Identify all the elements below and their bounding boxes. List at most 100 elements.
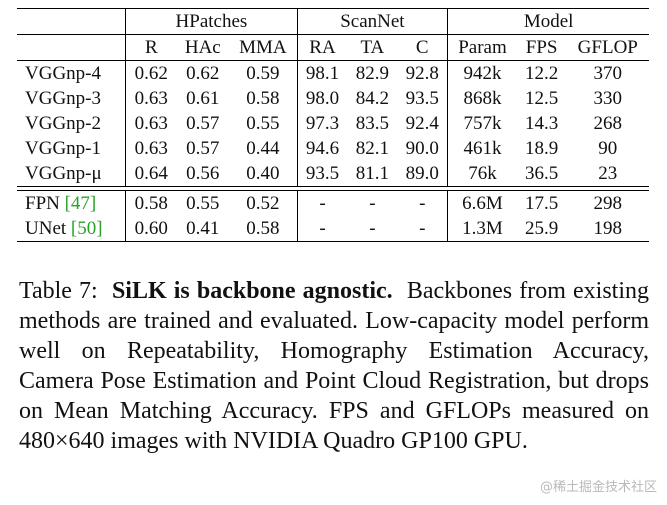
group-model: Model	[447, 8, 649, 35]
row-label: VGGnp-μ	[17, 161, 126, 187]
cell-mma: 0.59	[246, 63, 280, 84]
cell-fps: 25.9	[516, 216, 567, 242]
table-row: VGGnp-4 0.62 0.62 0.59 98.1 82.9 92.8 94…	[17, 60, 649, 86]
citation-link[interactable]: [50]	[70, 218, 103, 239]
cell-fps: 12.5	[524, 88, 559, 109]
cell-ta: 81.1	[347, 161, 398, 187]
cell-ra: 98.0	[296, 86, 348, 111]
caption-label: Table 7:	[19, 278, 98, 304]
cell-mma: 0.52	[229, 190, 297, 216]
cell-mma: 0.58	[246, 88, 280, 109]
column-header-row: R HAc MMA RA TA C Param FPS GFLOP	[17, 34, 649, 61]
results-table: HPatches ScanNet Model R HAc MMA RA TA C…	[17, 8, 649, 242]
col-param: Param	[447, 34, 517, 61]
cell-fps: 14.3	[524, 113, 559, 134]
caption-text: Backbones from existing methods are trai…	[19, 278, 649, 454]
cell-param: 868k	[447, 86, 517, 111]
cell-c: 92.4	[405, 113, 439, 134]
cell-param: 76k	[447, 161, 517, 187]
row-label: UNet [50]	[17, 216, 126, 242]
cell-hac: 0.57	[186, 138, 220, 159]
table-row: UNet [50] 0.60 0.41 0.58 - - - 1.3M 25.9…	[17, 216, 649, 242]
cell-c: 93.5	[405, 88, 439, 109]
cell-ra: -	[296, 190, 348, 216]
citation-link[interactable]: [47]	[64, 193, 97, 214]
cell-ta: -	[347, 190, 398, 216]
cell-fps: 36.5	[516, 161, 567, 187]
row-label: VGGnp-3	[25, 88, 101, 109]
cell-r: 0.63	[125, 136, 177, 161]
cell-hac: 0.57	[186, 113, 220, 134]
cell-param: 1.3M	[447, 216, 517, 242]
row-label: VGGnp-4	[25, 63, 101, 84]
col-ta: TA	[347, 34, 398, 61]
table-row: FPN [47] 0.58 0.55 0.52 - - - 6.6M 17.5 …	[17, 190, 649, 216]
cell-hac: 0.56	[176, 161, 230, 187]
group-scannet: ScanNet	[296, 8, 448, 35]
cell-param: 461k	[447, 136, 517, 161]
cell-hac: 0.61	[186, 88, 220, 109]
cell-param: 757k	[447, 111, 517, 136]
col-mma: MMA	[229, 34, 297, 61]
cell-c: 90.0	[405, 138, 439, 159]
cell-mma: 0.55	[246, 113, 280, 134]
col-fps: FPS	[516, 34, 567, 61]
cell-ta: 84.2	[355, 88, 389, 109]
empty-header-cell	[17, 8, 126, 35]
col-ra: RA	[296, 34, 348, 61]
group-hpatches: HPatches	[125, 8, 297, 35]
cell-hac: 0.55	[176, 190, 230, 216]
cell-ta: 82.1	[355, 138, 389, 159]
caption-title: SiLK is backbone agnostic.	[111, 278, 393, 304]
cell-ra: 94.6	[296, 136, 348, 161]
cell-r: 0.62	[125, 60, 177, 86]
cell-ra: 97.3	[296, 111, 348, 136]
cell-hac: 0.41	[176, 216, 230, 242]
cell-c: -	[397, 216, 448, 242]
cell-r: 0.63	[125, 111, 177, 136]
col-c: C	[397, 34, 448, 61]
cell-gflop: 90	[598, 138, 618, 159]
cell-ta: -	[347, 216, 398, 242]
cell-ra: 98.1	[296, 60, 348, 86]
col-r: R	[125, 34, 177, 61]
watermark: @稀土掘金技术社区	[539, 480, 657, 495]
cell-c: 92.8	[405, 63, 439, 84]
cell-mma: 0.40	[229, 161, 297, 187]
cell-hac: 0.62	[186, 63, 220, 84]
cell-gflop: 198	[566, 216, 649, 242]
cell-r: 0.60	[125, 216, 177, 242]
cell-gflop: 23	[566, 161, 649, 187]
cell-mma: 0.58	[229, 216, 297, 242]
table-row: VGGnp-μ 0.64 0.56 0.40 93.5 81.1 89.0 76…	[17, 161, 649, 187]
row-name: FPN	[25, 193, 65, 214]
cell-c: -	[397, 190, 448, 216]
cell-ra: 93.5	[296, 161, 348, 187]
cell-fps: 12.2	[524, 63, 559, 84]
empty-header-cell	[17, 34, 126, 61]
cell-r: 0.63	[125, 86, 177, 111]
table-caption: Table 7: SiLK is backbone agnostic. Back…	[19, 276, 649, 456]
cell-ra: -	[296, 216, 348, 242]
table-row: VGGnp-1 0.63 0.57 0.44 94.6 82.1 90.0 46…	[17, 136, 649, 161]
cell-mma: 0.44	[246, 138, 280, 159]
cell-gflop: 268	[593, 113, 623, 134]
col-hac: HAc	[176, 34, 230, 61]
cell-c: 89.0	[397, 161, 448, 187]
group-header-row: HPatches ScanNet Model	[17, 8, 649, 35]
cell-gflop: 370	[593, 63, 623, 84]
table-row: VGGnp-3 0.63 0.61 0.58 98.0 84.2 93.5 86…	[17, 86, 649, 111]
cell-ta: 83.5	[355, 113, 389, 134]
cell-ta: 82.9	[355, 63, 389, 84]
cell-gflop: 298	[566, 190, 649, 216]
col-gflop: GFLOP	[566, 34, 649, 61]
cell-fps: 17.5	[516, 190, 567, 216]
cell-r: 0.58	[125, 190, 177, 216]
table-row: VGGnp-2 0.63 0.57 0.55 97.3 83.5 92.4 75…	[17, 111, 649, 136]
cell-r: 0.64	[125, 161, 177, 187]
cell-gflop: 330	[593, 88, 623, 109]
cell-fps: 18.9	[524, 138, 559, 159]
cell-param: 942k	[447, 60, 517, 86]
cell-param: 6.6M	[447, 190, 517, 216]
row-label: VGGnp-1	[25, 138, 101, 159]
